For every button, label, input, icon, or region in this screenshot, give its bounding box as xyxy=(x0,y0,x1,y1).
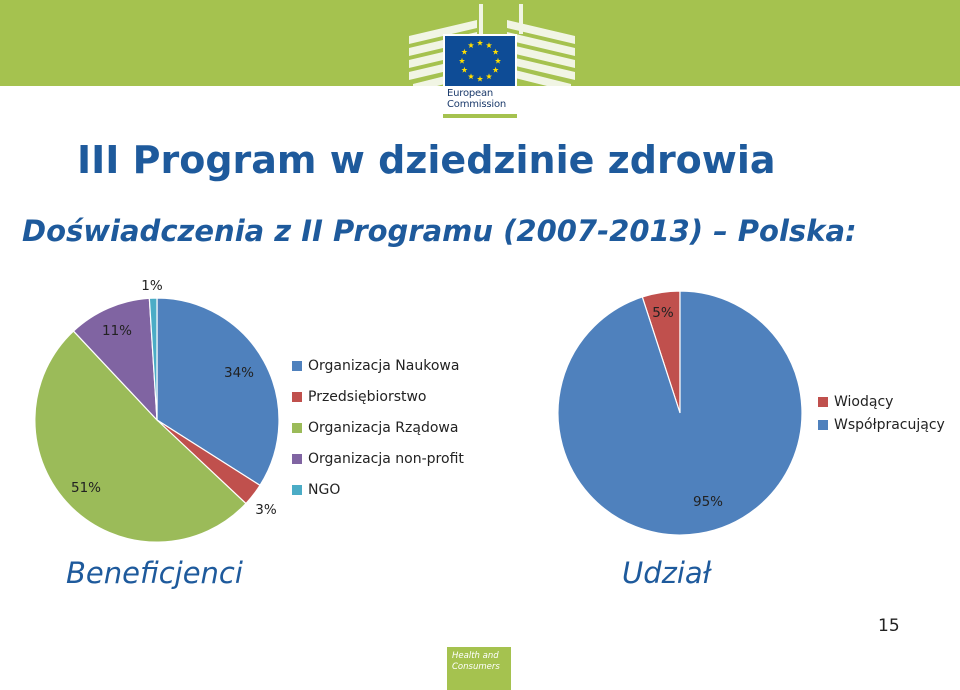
eu-star-icon xyxy=(461,66,468,73)
eu-star-icon xyxy=(458,57,466,64)
legend-swatch xyxy=(818,420,828,430)
legend-label: Wiodący xyxy=(834,394,893,410)
eu-star-icon xyxy=(485,42,493,48)
ec-logo-line2: Commission xyxy=(447,99,507,110)
eu-star-icon xyxy=(461,48,468,55)
pie-slice-ngo xyxy=(148,297,158,421)
page-number: 15 xyxy=(878,616,900,636)
eu-flag-icon xyxy=(409,4,575,118)
data-label-organizacja-rządowa: 51% xyxy=(71,480,101,496)
chart-caption-udzial: Udział xyxy=(622,556,712,590)
pie-slice-organizacja-naukowa xyxy=(156,297,280,487)
page-subtitle: Doświadczenia z II Programu (2007-2013) … xyxy=(22,214,857,248)
legend-swatch xyxy=(292,423,302,433)
eu-star-icon xyxy=(467,42,475,48)
legend-label: Organizacja Rządowa xyxy=(308,420,458,436)
data-label-współpracujący: 95% xyxy=(693,494,723,510)
data-label-organizacja-non-profit: 11% xyxy=(102,323,132,339)
health-consumers-badge: Health and Consumers xyxy=(447,647,511,690)
ec-logo-text: European Commission xyxy=(447,88,515,110)
legend-swatch xyxy=(818,397,828,407)
legend-swatch xyxy=(292,485,302,495)
eu-star-icon xyxy=(492,48,499,55)
data-label-wiodący: 5% xyxy=(652,305,674,321)
ec-logo-line1: European xyxy=(447,88,494,99)
legend-label: Organizacja non-profit xyxy=(308,451,464,467)
data-label-przedsiębiorstwo: 3% xyxy=(255,502,277,518)
eu-star-icon xyxy=(467,73,475,80)
pie-slice-współpracujący xyxy=(557,290,803,536)
pie-slice-organizacja-rządowa xyxy=(34,330,247,543)
legend-label: Przedsiębiorstwo xyxy=(308,389,427,405)
legend-label: Współpracujący xyxy=(834,417,945,433)
pie-slice-organizacja-non-profit xyxy=(72,297,158,422)
legend-label: Organizacja Naukowa xyxy=(308,358,459,374)
eu-star-icon xyxy=(492,66,499,73)
badge-line1: Health and xyxy=(452,651,499,661)
legend-swatch xyxy=(292,392,302,402)
legend-label: NGO xyxy=(308,482,340,498)
eu-star-icon xyxy=(485,73,493,80)
legend-swatch xyxy=(292,361,302,371)
eu-star-icon xyxy=(476,75,484,82)
page-title: III Program w dziedzinie zdrowia xyxy=(77,138,776,182)
badge-line2: Consumers xyxy=(452,662,500,672)
data-label-ngo: 1% xyxy=(141,278,163,294)
eu-star-icon xyxy=(494,57,502,64)
legend-swatch xyxy=(292,454,302,464)
chart-caption-beneficjenci: Beneficjenci xyxy=(66,556,243,590)
data-label-organizacja-naukowa: 34% xyxy=(224,365,254,381)
eu-star-icon xyxy=(476,39,484,46)
